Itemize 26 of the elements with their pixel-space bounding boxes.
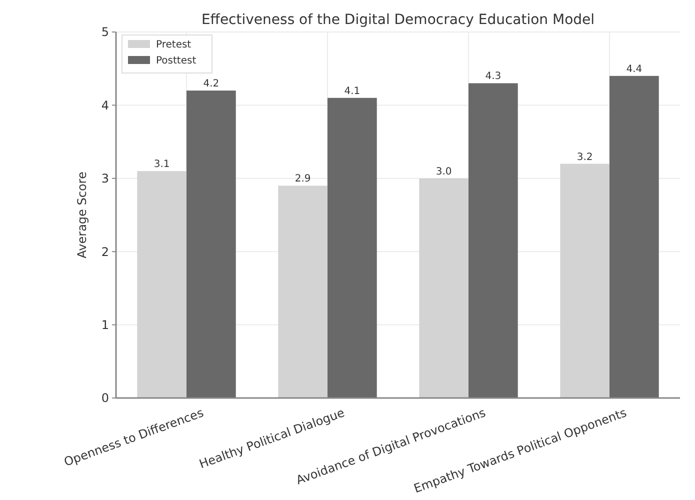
data-label: 3.0 [436, 166, 452, 178]
legend-label: Posttest [156, 56, 196, 66]
y-tick-label: 4 [101, 98, 109, 112]
bar [468, 83, 518, 398]
y-tick-label: 0 [101, 391, 109, 406]
y-tick-label: 5 [101, 25, 109, 40]
bar [186, 90, 236, 398]
data-label: 4.3 [485, 71, 502, 82]
bar [560, 164, 610, 398]
data-label: 3.2 [576, 152, 593, 163]
bar [328, 98, 377, 398]
y-axis-title: Average Score [75, 172, 89, 258]
data-label: 3.1 [154, 159, 170, 170]
bar [137, 171, 186, 398]
data-label: 2.9 [294, 174, 311, 185]
data-label: 4.2 [203, 78, 220, 90]
bar [278, 186, 328, 398]
y-tick-label: 3 [101, 172, 109, 186]
bar [610, 76, 659, 398]
y-tick-label: 1 [101, 318, 109, 332]
chart-title: Effectiveness of the Digital Democracy Education Model [201, 12, 595, 28]
bar [419, 178, 468, 398]
data-label: 4.1 [344, 86, 360, 97]
y-tick-label: 2 [101, 244, 109, 259]
legend-label: Pretest [156, 40, 192, 50]
data-label: 4.4 [626, 64, 642, 75]
